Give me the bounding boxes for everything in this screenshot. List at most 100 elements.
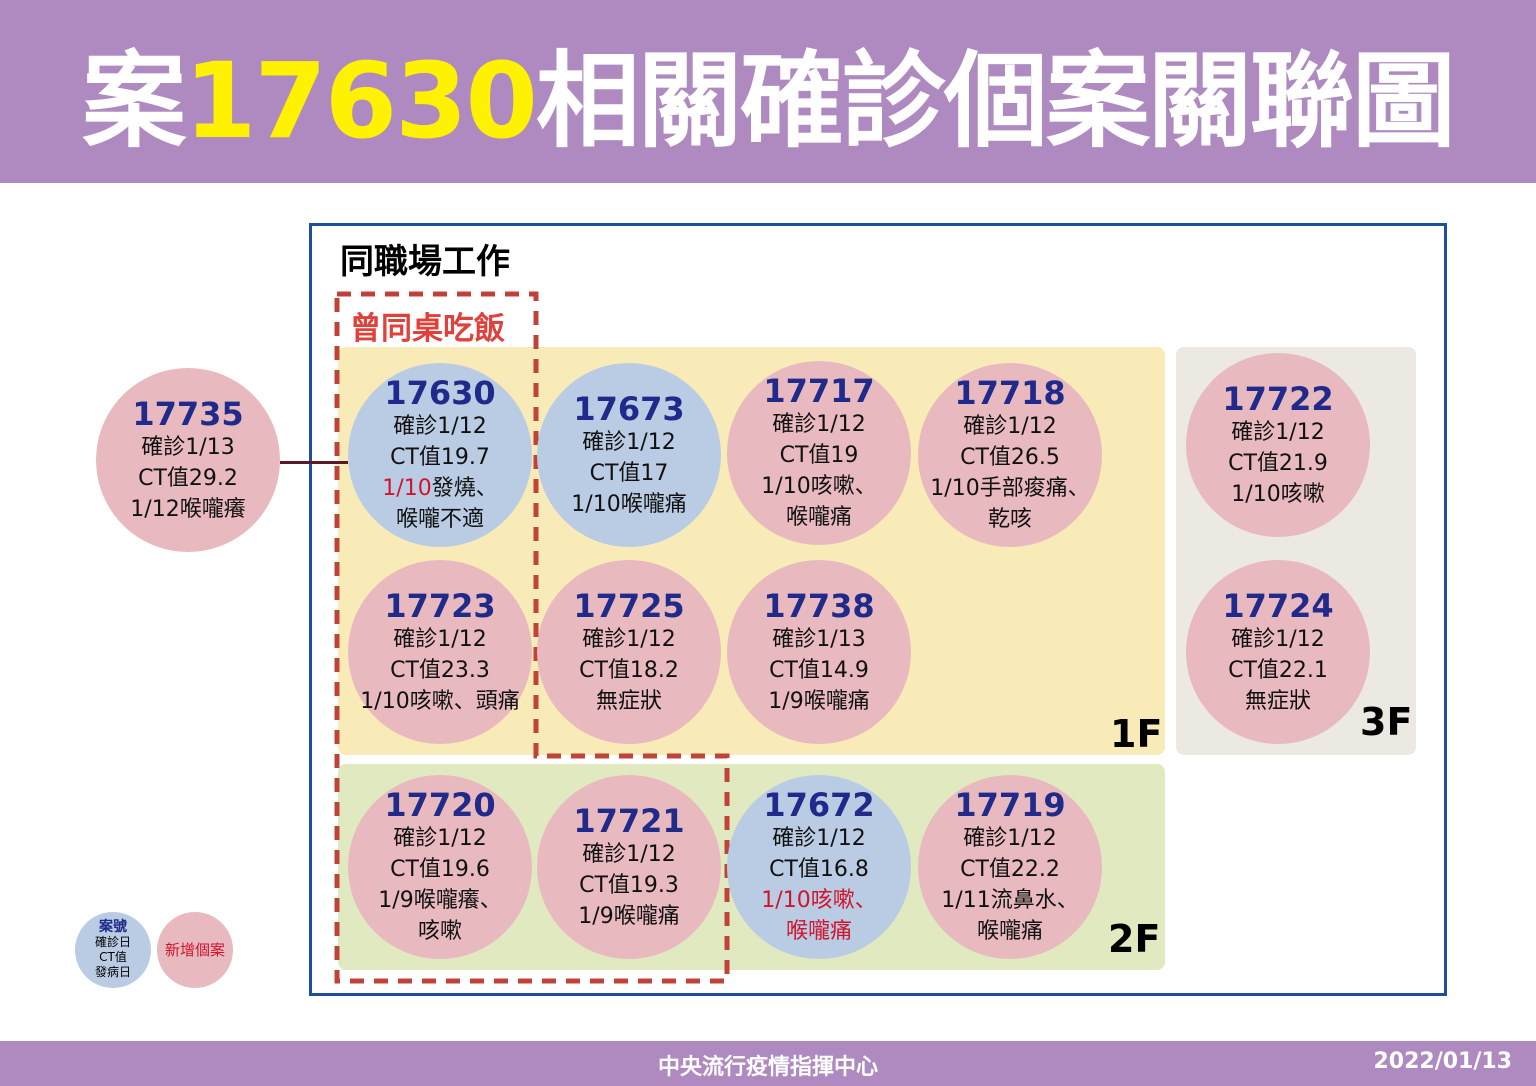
case-detail-line: 1/9喉嚨痛 — [578, 901, 679, 932]
legend-case-number: 案號 — [99, 919, 127, 935]
case-detail-text: 1/10喉嚨痛 — [571, 491, 687, 517]
case-detail-line: 確診1/12 — [393, 411, 486, 442]
case-detail-text: CT值16.8 — [769, 857, 869, 882]
case-detail-line: 喉嚨痛 — [786, 502, 852, 533]
case-detail-text: 1/10手部痠痛、 — [930, 476, 1090, 501]
case-number: 17725 — [573, 586, 685, 625]
footer-org: 中央流行疫情指揮中心 — [657, 1055, 878, 1080]
case-detail-line: CT值19.6 — [390, 854, 490, 885]
case-detail-line: 確診1/12 — [772, 409, 865, 440]
case-detail-line: 喉嚨痛 — [786, 916, 852, 947]
case-detail-text: 確診1/12 — [963, 826, 1057, 851]
case-number: 17720 — [384, 786, 496, 824]
legend-ct-value: CT值 — [99, 950, 127, 964]
case-detail-text: CT值19.3 — [579, 872, 679, 898]
case-number: 17718 — [954, 374, 1066, 412]
case-detail-text: CT值19 — [779, 443, 859, 468]
case-detail-line: 1/10喉嚨痛 — [571, 489, 686, 520]
case-detail-text: CT值14.9 — [769, 657, 869, 683]
case-detail-text: 1/9喉嚨癢、 — [378, 888, 502, 913]
case-detail-line: 1/10咳嗽、頭痛 — [360, 686, 519, 717]
case-detail-line: CT值17 — [590, 458, 669, 489]
case-detail-line: 1/9喉嚨痛 — [768, 686, 869, 717]
case-detail-text: CT值17 — [589, 460, 669, 486]
case-detail-text: CT值23.3 — [390, 657, 490, 683]
case-detail-line: 1/10發燒、 — [382, 473, 497, 504]
case-detail-line: CT值18.2 — [579, 655, 679, 686]
case-number: 17723 — [384, 586, 496, 625]
case-detail-text: 確診1/12 — [582, 429, 676, 455]
case-detail-text: 喉嚨痛 — [976, 919, 1043, 944]
case-detail-line: 1/10咳嗽、 — [761, 471, 876, 502]
case-17724: 17724 確診1/12 CT值22.1 無症狀 — [1186, 560, 1370, 744]
floor-1-label: 1F — [1110, 712, 1163, 756]
case-detail-line: 確診1/12 — [772, 823, 865, 854]
legend-new-case: 新增個案 — [157, 912, 233, 988]
workplace-label: 同職場工作 — [340, 242, 510, 282]
case-detail-text: CT值22.1 — [1228, 657, 1328, 683]
case-number: 17672 — [763, 786, 875, 824]
case-17718: 17718 確診1/12 CT值26.5 1/10手部痠痛、 乾咳 — [918, 363, 1102, 547]
case-detail-line: 確診1/12 — [582, 839, 675, 870]
case-detail-text: 確診1/12 — [963, 414, 1057, 439]
legend-onset-date: 發病日 — [94, 965, 131, 979]
case-detail-line: CT值14.9 — [769, 655, 869, 686]
case-detail-line: 1/10咳嗽 — [1231, 479, 1324, 510]
case-detail-line: 確診1/13 — [141, 432, 234, 463]
case-detail-text: 確診1/12 — [1231, 626, 1325, 652]
case-detail-text: CT值19.7 — [390, 445, 490, 470]
case-detail-line: 確診1/12 — [582, 624, 675, 655]
connector-line — [280, 461, 348, 464]
title-bar: 案17630相關確診個案關聯圖 — [0, 0, 1536, 183]
case-detail-text: 確診1/12 — [393, 826, 487, 851]
case-detail-line: 乾咳 — [988, 504, 1032, 535]
case-detail-text: 無症狀 — [1244, 688, 1311, 714]
onset-highlight: 1/10咳嗽、 — [761, 888, 877, 913]
case-detail-text: CT值26.5 — [960, 445, 1060, 470]
case-number: 17735 — [132, 394, 244, 433]
legend-confirm-date: 確診日 — [94, 935, 131, 949]
case-detail-text: CT值21.9 — [1228, 450, 1328, 476]
case-detail-text: 確診1/13 — [141, 434, 235, 460]
case-detail-text: 確診1/12 — [772, 412, 866, 437]
case-17738: 17738 確診1/13 CT值14.9 1/9喉嚨痛 — [727, 560, 911, 744]
case-17630: 17630 確診1/12 CT值19.7 1/10發燒、 喉嚨不適 — [348, 363, 532, 547]
case-detail-line: 確診1/12 — [963, 411, 1056, 442]
case-detail-text: CT值18.2 — [579, 657, 679, 683]
case-detail-line: CT值22.1 — [1228, 655, 1328, 686]
case-17672: 17672 確診1/12 CT值16.8 1/10咳嗽、喉嚨痛 — [727, 775, 911, 959]
case-number: 17719 — [954, 786, 1066, 824]
case-17735: 17735 確診1/13 CT值29.2 1/12喉嚨癢 — [96, 368, 280, 552]
case-detail-line: 確診1/12 — [963, 823, 1056, 854]
case-17725: 17725 確診1/12 CT值18.2 無症狀 — [537, 560, 721, 744]
case-detail-text: 1/11流鼻水、 — [941, 888, 1079, 913]
case-detail-line: 確診1/12 — [1231, 417, 1324, 448]
case-detail-line: 1/10咳嗽、 — [761, 885, 876, 916]
case-detail-line: 1/9喉嚨癢、 — [378, 885, 501, 916]
case-detail-text: 喉嚨不適 — [395, 507, 484, 532]
case-detail-line: CT值23.3 — [390, 655, 490, 686]
case-number: 17722 — [1222, 379, 1334, 418]
case-detail-line: 確診1/12 — [393, 624, 486, 655]
case-detail-line: 無症狀 — [1245, 686, 1311, 717]
legend-existing-case: 案號 確診日 CT值 發病日 — [75, 912, 151, 988]
case-17673: 17673 確診1/12 CT值17 1/10喉嚨痛 — [537, 363, 721, 547]
case-detail-text: 1/10咳嗽、 — [761, 474, 877, 499]
case-detail-line: CT值26.5 — [960, 442, 1060, 473]
case-detail-text: 1/9喉嚨痛 — [768, 688, 870, 714]
case-detail-text: 無症狀 — [595, 688, 662, 714]
case-number: 17673 — [573, 389, 685, 428]
case-detail-text: 乾咳 — [987, 507, 1032, 532]
case-detail-line: 1/11流鼻水、 — [941, 885, 1078, 916]
case-detail-text: 1/10咳嗽、頭痛 — [360, 688, 520, 714]
case-detail-line: 確診1/12 — [393, 823, 486, 854]
case-detail-line: 1/10手部痠痛、 — [930, 473, 1089, 504]
case-detail-line: CT值19.3 — [579, 870, 679, 901]
case-17721: 17721 確診1/12 CT值19.3 1/9喉嚨痛 — [537, 775, 721, 959]
floor-2-label: 2F — [1108, 917, 1161, 961]
footer-date: 2022/01/13 — [1373, 1049, 1512, 1074]
case-detail-line: CT值29.2 — [138, 463, 238, 494]
case-detail-line: 咳嗽 — [418, 916, 462, 947]
case-17722: 17722 確診1/12 CT值21.9 1/10咳嗽 — [1186, 353, 1370, 537]
